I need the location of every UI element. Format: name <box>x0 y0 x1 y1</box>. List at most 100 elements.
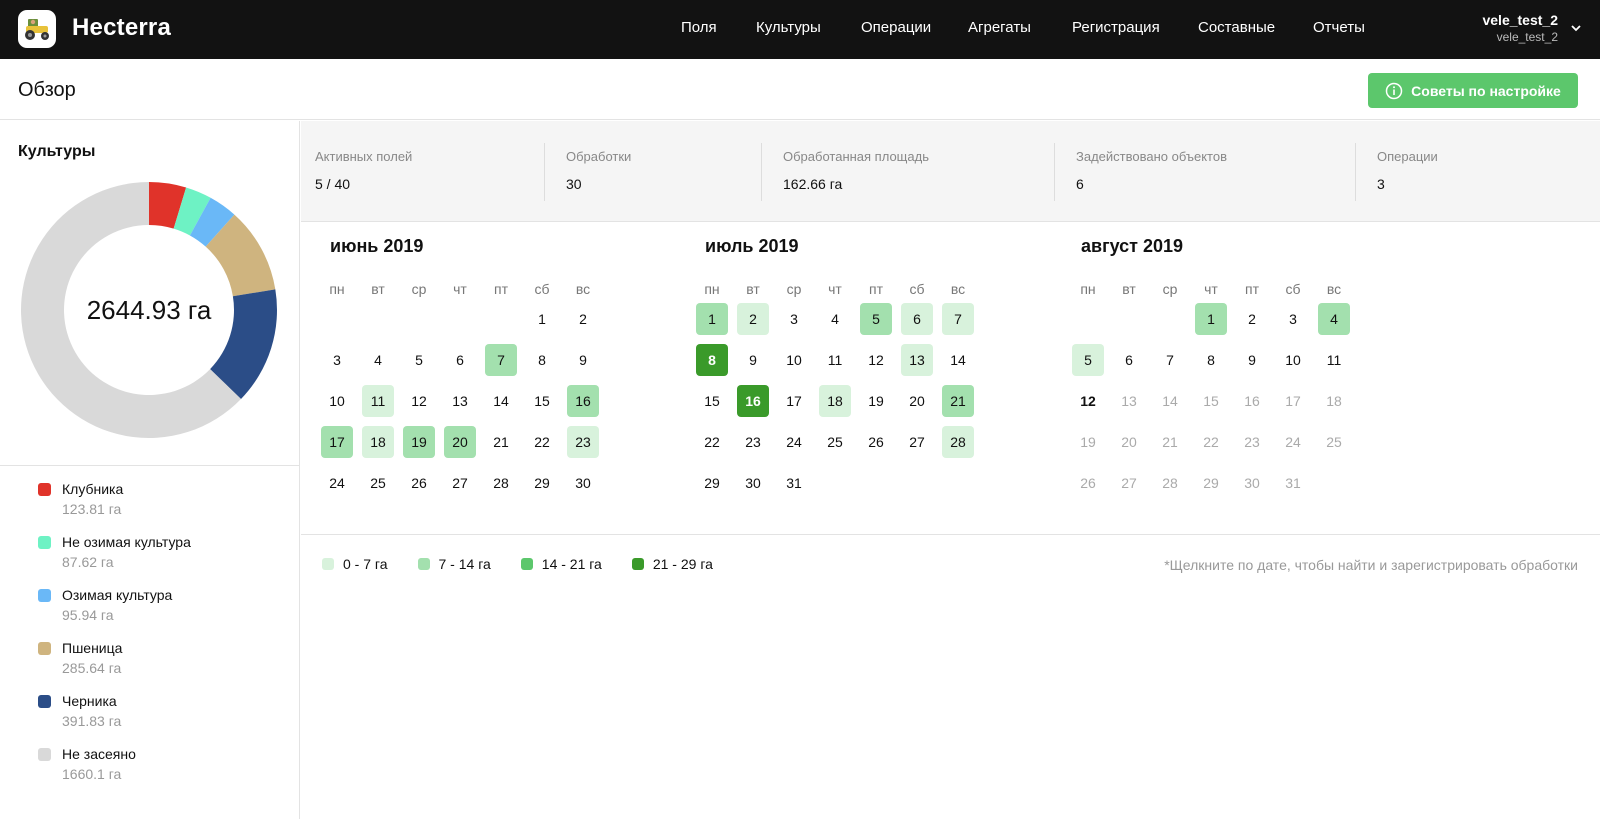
calendar-day[interactable]: 15 <box>704 393 720 409</box>
calendar-day[interactable]: 6 <box>1125 352 1133 368</box>
calendar-day[interactable]: 31 <box>786 475 802 491</box>
calendar-day[interactable]: 18 <box>1326 393 1342 409</box>
nav-composites[interactable]: Составные <box>1198 19 1276 36</box>
calendar-day[interactable]: 23 <box>1244 434 1260 450</box>
calendar-day[interactable]: 25 <box>370 475 386 491</box>
calendar-day[interactable]: 17 <box>786 393 802 409</box>
calendar-day[interactable]: 20 <box>909 393 925 409</box>
calendar-day[interactable]: 30 <box>745 475 761 491</box>
calendar-day[interactable]: 12 <box>411 393 427 409</box>
calendar-day[interactable]: 22 <box>1203 434 1219 450</box>
calendar-day[interactable]: 4 <box>831 311 839 327</box>
calendar-day[interactable]: 13 <box>452 393 468 409</box>
calendar-day[interactable]: 7 <box>942 303 974 335</box>
calendar-day[interactable]: 10 <box>329 393 345 409</box>
calendar-day[interactable]: 16 <box>567 385 599 417</box>
chevron-down-icon[interactable] <box>1570 22 1582 34</box>
calendar-day[interactable]: 5 <box>1072 344 1104 376</box>
calendar-day[interactable]: 18 <box>362 426 394 458</box>
calendar-day[interactable]: 19 <box>403 426 435 458</box>
donut-slice[interactable] <box>205 214 276 297</box>
calendar-day[interactable]: 12 <box>868 352 884 368</box>
donut-slice[interactable] <box>20 182 242 438</box>
calendar-day[interactable]: 8 <box>538 352 546 368</box>
calendar-day[interactable]: 3 <box>1289 311 1297 327</box>
calendar-day[interactable]: 23 <box>745 434 761 450</box>
calendar-day[interactable]: 29 <box>704 475 720 491</box>
calendar-day[interactable]: 9 <box>579 352 587 368</box>
calendar-day[interactable]: 6 <box>456 352 464 368</box>
calendar-day[interactable]: 21 <box>942 385 974 417</box>
calendar-day[interactable]: 1 <box>538 311 546 327</box>
donut-slice[interactable] <box>189 197 235 247</box>
calendar-day[interactable]: 19 <box>868 393 884 409</box>
calendar-day[interactable]: 9 <box>749 352 757 368</box>
calendar-day[interactable]: 22 <box>704 434 720 450</box>
donut-slice[interactable] <box>149 182 187 229</box>
calendar-day[interactable]: 10 <box>1285 352 1301 368</box>
calendar-day[interactable]: 27 <box>452 475 468 491</box>
app-logo[interactable] <box>18 10 56 48</box>
donut-slice[interactable] <box>210 289 277 399</box>
calendar-day[interactable]: 15 <box>534 393 550 409</box>
calendar-day[interactable]: 24 <box>1285 434 1301 450</box>
calendar-day[interactable]: 15 <box>1203 393 1219 409</box>
calendar-day[interactable]: 17 <box>1285 393 1301 409</box>
calendar-day[interactable]: 20 <box>1121 434 1137 450</box>
calendar-day[interactable]: 28 <box>493 475 509 491</box>
calendar-day[interactable]: 24 <box>786 434 802 450</box>
calendar-day[interactable]: 25 <box>1326 434 1342 450</box>
calendar-day[interactable]: 14 <box>493 393 509 409</box>
calendar-day[interactable]: 27 <box>909 434 925 450</box>
calendar-day[interactable]: 14 <box>1162 393 1178 409</box>
nav-reports[interactable]: Отчеты <box>1313 19 1365 36</box>
calendar-day[interactable]: 29 <box>534 475 550 491</box>
calendar-day[interactable]: 23 <box>567 426 599 458</box>
calendar-day[interactable]: 13 <box>1121 393 1137 409</box>
calendar-day[interactable]: 3 <box>790 311 798 327</box>
nav-crops[interactable]: Культуры <box>756 19 821 36</box>
calendar-day[interactable]: 16 <box>737 385 769 417</box>
calendar-day[interactable]: 7 <box>1166 352 1174 368</box>
calendar-day[interactable]: 18 <box>819 385 851 417</box>
nav-fields[interactable]: Поля <box>681 19 717 36</box>
calendar-day[interactable]: 31 <box>1285 475 1301 491</box>
calendar-day[interactable]: 16 <box>1244 393 1260 409</box>
calendar-day[interactable]: 30 <box>575 475 591 491</box>
calendar-day[interactable]: 27 <box>1121 475 1137 491</box>
nav-units[interactable]: Агрегаты <box>968 19 1031 36</box>
calendar-day[interactable]: 5 <box>860 303 892 335</box>
calendar-day[interactable]: 3 <box>333 352 341 368</box>
calendar-day[interactable]: 12 <box>1080 393 1096 409</box>
calendar-day[interactable]: 29 <box>1203 475 1219 491</box>
calendar-day[interactable]: 5 <box>415 352 423 368</box>
calendar-day[interactable]: 25 <box>827 434 843 450</box>
calendar-day[interactable]: 4 <box>374 352 382 368</box>
calendar-day[interactable]: 1 <box>1195 303 1227 335</box>
calendar-day[interactable]: 10 <box>786 352 802 368</box>
calendar-day[interactable]: 24 <box>329 475 345 491</box>
calendar-day[interactable]: 30 <box>1244 475 1260 491</box>
user-menu[interactable]: vele_test_2 vele_test_2 <box>1482 12 1558 44</box>
calendar-day[interactable]: 6 <box>901 303 933 335</box>
nav-registration[interactable]: Регистрация <box>1072 19 1160 36</box>
calendar-day[interactable]: 26 <box>1080 475 1096 491</box>
calendar-day[interactable]: 26 <box>868 434 884 450</box>
calendar-day[interactable]: 21 <box>493 434 509 450</box>
calendar-day[interactable]: 22 <box>534 434 550 450</box>
calendar-day[interactable]: 21 <box>1162 434 1178 450</box>
calendar-day[interactable]: 1 <box>696 303 728 335</box>
calendar-day[interactable]: 8 <box>696 344 728 376</box>
setup-tips-button[interactable]: Советы по настройке <box>1368 73 1578 108</box>
calendar-day[interactable]: 4 <box>1318 303 1350 335</box>
calendar-day[interactable]: 26 <box>411 475 427 491</box>
calendar-day[interactable]: 13 <box>901 344 933 376</box>
calendar-day[interactable]: 19 <box>1080 434 1096 450</box>
calendar-day[interactable]: 2 <box>737 303 769 335</box>
nav-operations[interactable]: Операции <box>861 19 932 36</box>
donut-slice[interactable] <box>173 187 211 236</box>
calendar-day[interactable]: 28 <box>942 426 974 458</box>
calendar-day[interactable]: 8 <box>1207 352 1215 368</box>
calendar-day[interactable]: 11 <box>362 385 394 417</box>
calendar-day[interactable]: 20 <box>444 426 476 458</box>
